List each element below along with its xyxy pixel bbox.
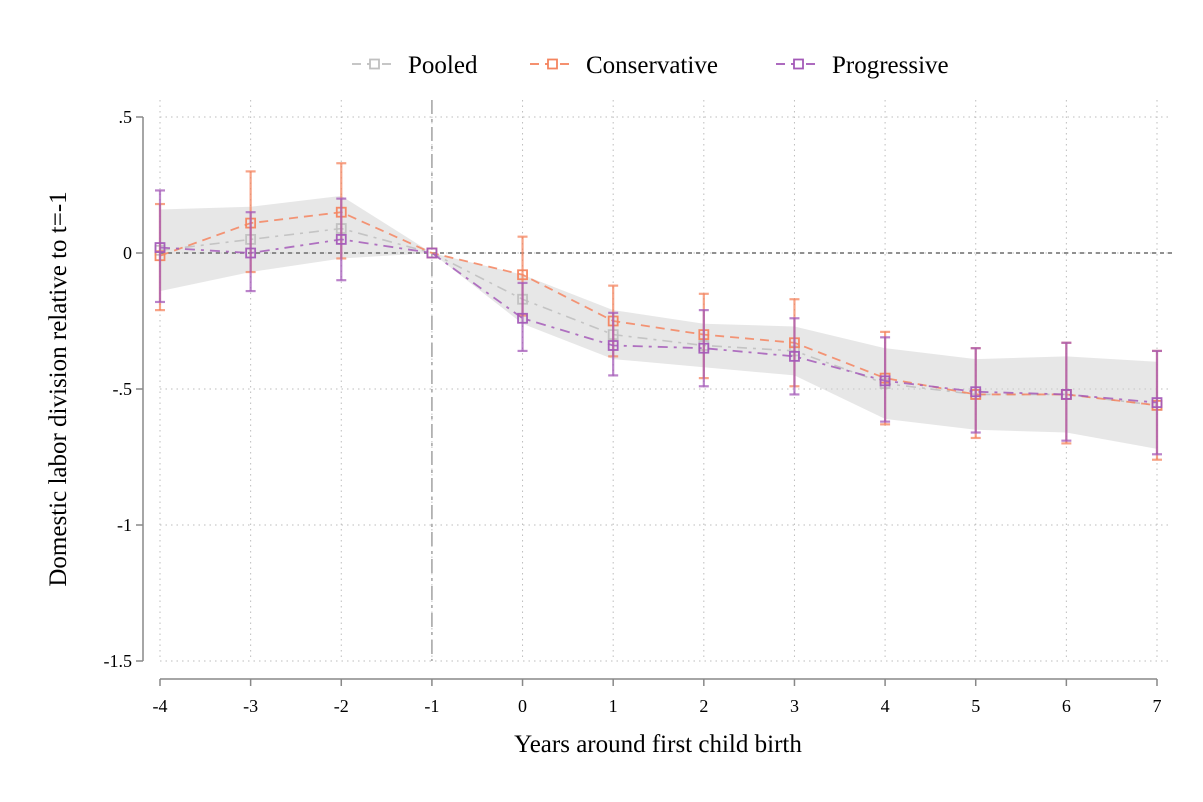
legend: Pooled Conservative Progressive: [352, 52, 949, 79]
legend-label-pooled: Pooled: [408, 52, 478, 79]
x-tick-label--3: -3: [243, 696, 258, 716]
x-tick-label--2: -2: [334, 696, 349, 716]
x-tick-label-5: 5: [971, 696, 980, 716]
line-progressive: [159, 238, 1158, 404]
legend-label-conservative: Conservative: [586, 52, 718, 79]
marker-progressive--1: [426, 247, 438, 259]
marker-progressive-3: [789, 350, 800, 362]
series-lines: [154, 162, 1163, 461]
axes: .5 0 -.5 -1 -1.5 -4 -3 -2 -1 0 1 2 3 4 5 6 7: [104, 107, 1162, 716]
y-tick-label-0: 0: [123, 243, 132, 263]
marker-progressive-1: [607, 340, 619, 351]
x-axis-title: Years around first child birth: [514, 731, 802, 758]
line-conservative: [159, 211, 1158, 407]
marker-progressive-4: [879, 375, 891, 387]
line-pooled: [159, 227, 1158, 407]
marker-progressive--4: [154, 242, 166, 253]
marker-progressive-7: [1151, 397, 1163, 409]
y-tick-label--.5: -.5: [113, 379, 133, 399]
marker-progressive-2: [698, 342, 710, 354]
marker-progressive--2: [335, 233, 347, 245]
x-tick-label-1: 1: [609, 696, 618, 716]
x-tick-label-7: 7: [1153, 696, 1162, 716]
x-tick-label-6: 6: [1062, 696, 1071, 716]
x-tick-label-4: 4: [881, 696, 890, 716]
legend-marker-progressive: [793, 58, 804, 70]
series-progressive: [154, 189, 1163, 456]
y-tick-label-.5: .5: [119, 107, 133, 127]
y-axis-title: Domestic labor division relative to t=-1: [45, 191, 72, 586]
legend-marker-pooled: [369, 58, 380, 70]
legend-item-progressive: Progressive: [776, 52, 949, 79]
legend-label-progressive: Progressive: [832, 52, 949, 79]
marker-progressive-5: [970, 386, 982, 398]
legend-item-pooled: Pooled: [352, 52, 478, 79]
reference-lines: [160, 100, 1172, 661]
x-tick-label--4: -4: [153, 696, 168, 716]
pooled-ci-band: [160, 195, 1157, 449]
legend-marker-conservative: [547, 58, 558, 70]
y-tick-label--1.5: -1.5: [104, 651, 133, 671]
y-tick-label--1: -1: [117, 515, 132, 535]
x-tick-label-0: 0: [518, 696, 527, 716]
confidence-band: [160, 195, 1157, 449]
x-tick-label-2: 2: [699, 696, 708, 716]
marker-conservative-0: [517, 269, 528, 281]
marker-progressive--3: [245, 247, 257, 259]
legend-item-conservative: Conservative: [530, 52, 718, 79]
x-tick-label-3: 3: [790, 696, 799, 716]
marker-progressive-6: [1060, 389, 1072, 400]
marker-progressive-0: [517, 312, 528, 324]
x-tick-label--1: -1: [424, 696, 439, 716]
